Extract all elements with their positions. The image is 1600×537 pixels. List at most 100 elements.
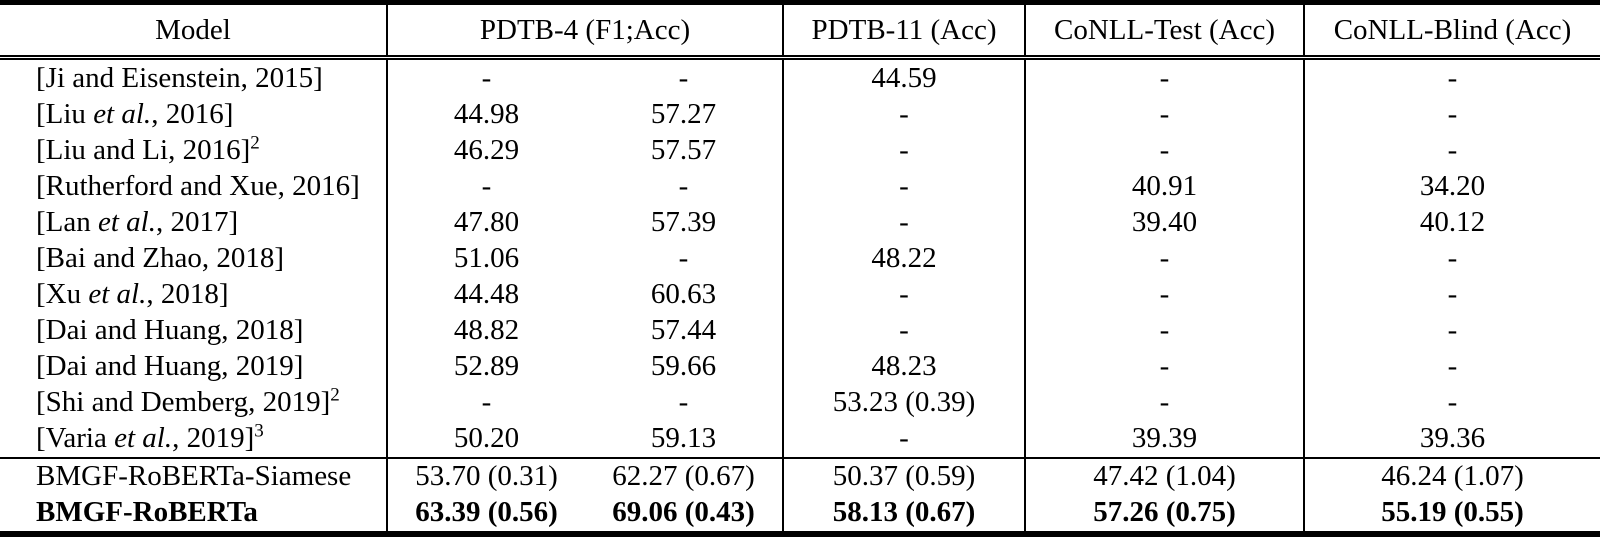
conll-test-cell: - [1025, 276, 1306, 313]
pdtb4-f1-cell: 50.20 [453, 422, 520, 455]
pdtb4-acc-cell: 57.27 [585, 96, 785, 133]
pdtb11-cell: - [783, 276, 1027, 313]
model-name: [Xu [36, 277, 89, 310]
pdtb11-cell: 48.22 [783, 240, 1027, 277]
pdtb4-f1-cell: 48.82 [453, 313, 520, 346]
conll-blind-cell: 39.36 [1419, 422, 1486, 455]
model-cell: [Liu and Li, 2016]2 [0, 132, 388, 169]
table-row: [Dai and Huang, 2018] 48.82 57.44 - - - [0, 312, 1600, 349]
conll-blind-cell: - [1447, 241, 1458, 274]
pdtb11-cell: - [783, 420, 1027, 458]
col-header-pdtb4: PDTB-4 (F1;Acc) [387, 2, 785, 60]
table-row: [Ji and Eisenstein, 2015] - - 44.59 - - [0, 57, 1600, 97]
model-name: [Dai and Huang, 2018] [36, 313, 304, 346]
conll-blind-cell: - [1447, 133, 1458, 166]
pdtb4-acc-cell: - [585, 168, 785, 205]
model-name: [Bai and Zhao, 2018] [36, 241, 285, 274]
pdtb4-acc-cell: 57.57 [585, 132, 785, 169]
table-row: [Shi and Demberg, 2019]2 - - 53.23 (0.39… [0, 384, 1600, 421]
pdtb11-cell: 53.23 (0.39) [783, 384, 1027, 421]
conll-test-cell: 39.40 [1025, 204, 1306, 241]
conll-test-cell: - [1025, 240, 1306, 277]
model-cell: BMGF-RoBERTa-Siamese [0, 456, 388, 495]
table-row: BMGF-RoBERTa 63.39 (0.56) 69.06 (0.43) 5… [0, 494, 1600, 534]
pdtb11-cell: - [783, 168, 1027, 205]
model-superscript: 2 [250, 132, 260, 154]
model-name-suffix: , 2019] [172, 422, 255, 455]
model-name: [Liu and Li, 2016] [36, 133, 251, 166]
table-body: [Ji and Eisenstein, 2015] - - 44.59 - - … [0, 57, 1600, 534]
pdtb4-acc-cell: 57.44 [585, 312, 785, 349]
pdtb11-cell: - [783, 96, 1027, 133]
pdtb4-f1-cell: 44.48 [453, 277, 520, 310]
model-superscript: 3 [254, 420, 264, 442]
pdtb11-cell: - [783, 132, 1027, 169]
conll-test-cell: 57.26 (0.75) [1025, 494, 1306, 534]
model-cell: BMGF-RoBERTa [0, 494, 388, 534]
conll-blind-cell: - [1447, 277, 1458, 310]
model-name: [Dai and Huang, 2019] [36, 349, 304, 382]
pdtb4-acc-cell: 69.06 (0.43) [585, 494, 785, 534]
model-etal: et al. [98, 205, 156, 238]
col-header-conll-blind: CoNLL-Blind (Acc) [1304, 2, 1600, 60]
table-row: BMGF-RoBERTa-Siamese 53.70 (0.31) 62.27 … [0, 456, 1600, 495]
model-name: [Ji and Eisenstein, 2015] [36, 61, 323, 94]
pdtb11-cell: - [783, 312, 1027, 349]
model-cell: [Liu et al., 2016] [0, 96, 388, 133]
model-etal: et al. [114, 422, 173, 455]
conll-test-cell: 47.42 (1.04) [1025, 456, 1306, 495]
pdtb4-f1-cell: 51.06 [453, 241, 520, 274]
model-cell: [Bai and Zhao, 2018] [0, 240, 388, 277]
conll-test-cell: - [1025, 312, 1306, 349]
pdtb11-cell: - [783, 204, 1027, 241]
pdtb4-acc-cell: 59.66 [585, 348, 785, 385]
col-header-conll-test: CoNLL-Test (Acc) [1025, 2, 1306, 60]
pdtb11-cell: 58.13 (0.67) [783, 494, 1027, 534]
pdtb4-f1-cell: - [481, 386, 492, 419]
pdtb4-f1-cell: - [481, 169, 492, 202]
model-cell: [Lan et al., 2017] [0, 204, 388, 241]
model-name-suffix: , 2016] [151, 97, 234, 130]
conll-blind-cell: - [1447, 97, 1458, 130]
model-name: [Lan [36, 205, 98, 238]
model-cell: [Rutherford and Xue, 2016] [0, 168, 388, 205]
model-cell: [Dai and Huang, 2018] [0, 312, 388, 349]
model-cell: [Varia et al., 2019]3 [0, 420, 388, 458]
pdtb11-cell: 48.23 [783, 348, 1027, 385]
table-row: [Lan et al., 2017] 47.80 57.39 - 39.40 4… [0, 204, 1600, 241]
conll-blind-cell: - [1447, 386, 1458, 419]
conll-test-cell: - [1025, 384, 1306, 421]
pdtb4-acc-cell: - [585, 57, 785, 97]
model-etal: et al. [93, 97, 152, 130]
pdtb4-acc-cell: - [585, 384, 785, 421]
pdtb11-cell: 50.37 (0.59) [783, 456, 1027, 495]
model-name: [Rutherford and Xue, 2016] [36, 169, 360, 202]
conll-blind-cell: - [1447, 313, 1458, 346]
conll-blind-cell: - [1447, 349, 1458, 382]
header-row: Model PDTB-4 (F1;Acc) PDTB-11 (Acc) CoNL… [0, 2, 1600, 60]
conll-test-cell: - [1025, 57, 1306, 97]
col-header-pdtb11: PDTB-11 (Acc) [783, 2, 1027, 60]
conll-test-cell: 39.39 [1025, 420, 1306, 458]
model-name-suffix: , 2018] [146, 277, 229, 310]
model-name-suffix: , 2017] [156, 205, 239, 238]
pdtb4-f1-cell: 53.70 (0.31) [387, 456, 585, 495]
model-cell: [Xu et al., 2018] [0, 276, 388, 313]
table-row: [Bai and Zhao, 2018] 51.06 - 48.22 - - [0, 240, 1600, 277]
pdtb4-acc-cell: 59.13 [585, 420, 785, 458]
conll-test-cell: 40.91 [1025, 168, 1306, 205]
model-name: BMGF-RoBERTa-Siamese [36, 460, 352, 493]
model-name: [Shi and Demberg, 2019] [36, 386, 331, 419]
pdtb4-acc-cell: 57.39 [585, 204, 785, 241]
col-header-model: Model [0, 2, 388, 60]
pdtb4-f1-cell: 47.80 [453, 205, 520, 238]
pdtb4-acc-cell: 62.27 (0.67) [585, 456, 785, 495]
conll-blind-cell: 46.24 (1.07) [1304, 456, 1600, 495]
table-row: [Liu and Li, 2016]2 46.29 57.57 - - - [0, 132, 1600, 169]
conll-test-cell: - [1025, 348, 1306, 385]
pdtb4-f1-cell: 44.98 [453, 97, 520, 130]
pdtb4-f1-cell: 63.39 (0.56) [415, 496, 558, 529]
conll-blind-cell: 55.19 (0.55) [1381, 496, 1524, 529]
